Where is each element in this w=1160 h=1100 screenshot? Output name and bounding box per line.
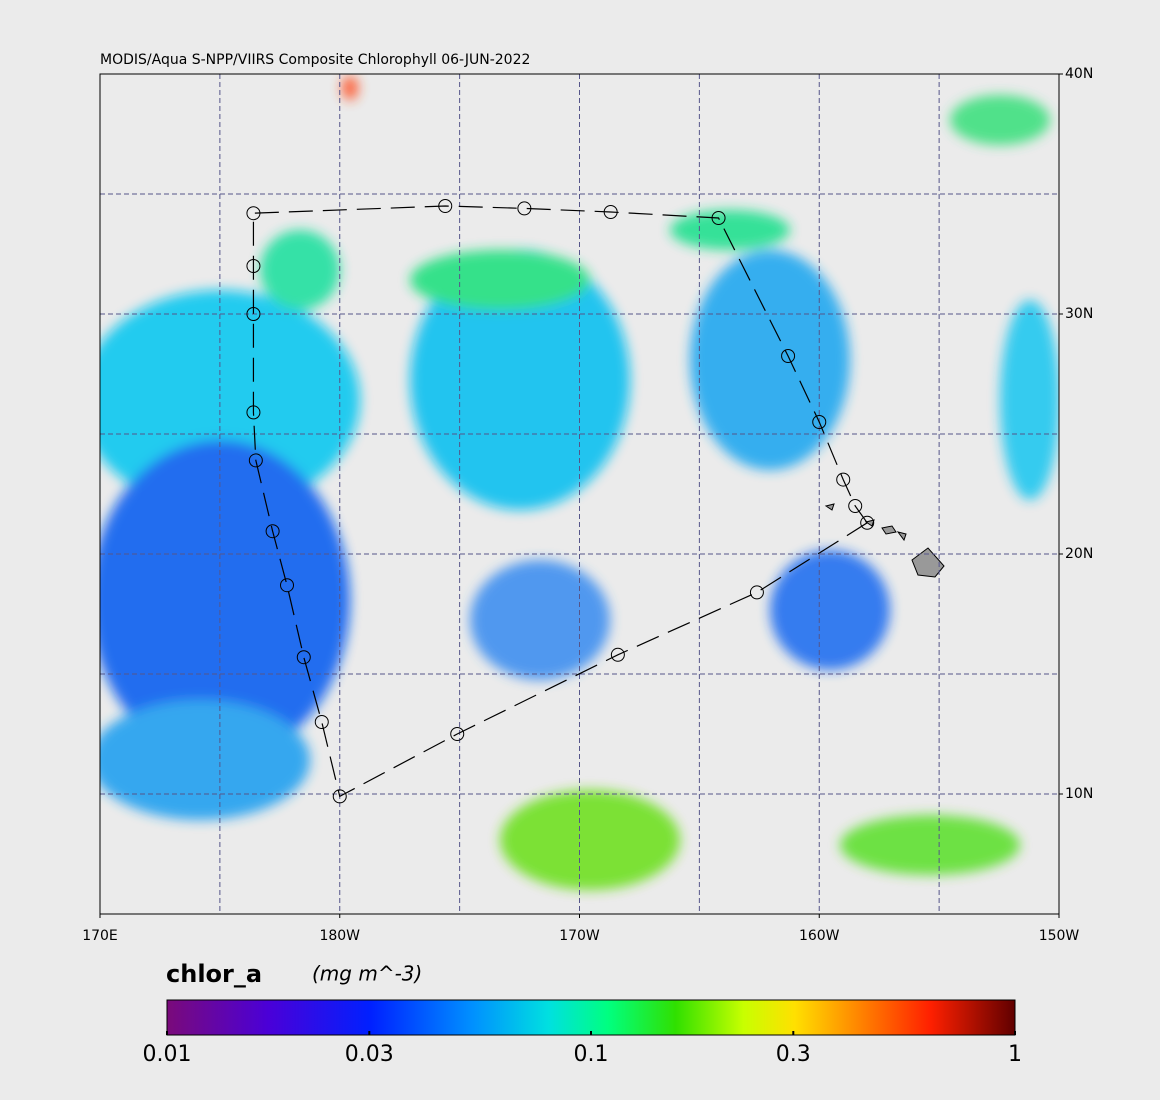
station xyxy=(812,415,827,429)
station xyxy=(836,472,851,487)
station xyxy=(860,515,875,530)
station xyxy=(781,349,796,363)
station xyxy=(450,727,465,741)
station xyxy=(610,647,625,662)
colorbar-tick-label: 0.1 xyxy=(574,1042,609,1067)
colorbar-tick-label: 1 xyxy=(1008,1042,1022,1067)
y-tick-label: 20N xyxy=(1065,546,1093,562)
station xyxy=(603,205,618,219)
y-tick-label: 10N xyxy=(1065,786,1093,802)
x-tick-label: 170E xyxy=(82,928,118,944)
station xyxy=(848,499,863,513)
y-tick-label: 30N xyxy=(1065,306,1093,322)
colorbar-ticks: 0.01 0.03 0.1 0.3 1 xyxy=(143,1031,1022,1067)
station xyxy=(314,715,329,729)
colorbar-tick-label: 0.3 xyxy=(776,1042,811,1067)
colorbar xyxy=(166,999,1016,1036)
x-tick-label: 160W xyxy=(799,928,840,944)
station xyxy=(246,307,261,321)
station xyxy=(246,206,261,221)
x-tick-label: 170W xyxy=(559,928,600,944)
station xyxy=(711,211,726,225)
station xyxy=(749,585,764,600)
station xyxy=(517,201,532,216)
station xyxy=(296,650,311,665)
station xyxy=(280,578,295,593)
station xyxy=(438,199,453,213)
x-tick-label: 150W xyxy=(1039,928,1080,944)
station xyxy=(248,453,263,468)
colorbar-tick-label: 0.03 xyxy=(345,1042,394,1067)
cruise-track xyxy=(246,199,875,804)
station xyxy=(332,789,347,804)
colorbar-units: (mg m^-3) xyxy=(312,962,422,986)
track-line xyxy=(252,205,869,798)
x-tick-label: 180W xyxy=(319,928,360,944)
graticule xyxy=(100,74,1059,914)
colorbar-label: chlor_a xyxy=(166,960,262,988)
y-tick-label: 40N xyxy=(1065,66,1093,82)
chlorophyll-imagery xyxy=(100,76,1059,890)
map-title: MODIS/Aqua S-NPP/VIIRS Composite Chlorop… xyxy=(100,52,530,68)
station xyxy=(246,259,261,273)
colorbar-tick-label: 0.01 xyxy=(143,1042,192,1067)
station xyxy=(265,524,280,539)
station xyxy=(246,405,261,420)
